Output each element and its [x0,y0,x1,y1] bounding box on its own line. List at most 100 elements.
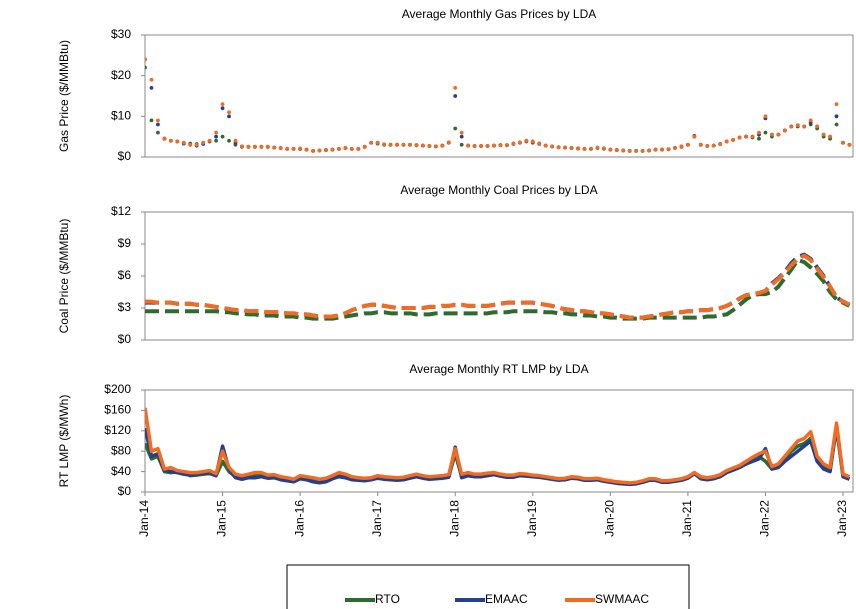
y-tick-label: $0 [118,484,132,498]
y-axis-label: Gas Price ($/MMBtu) [57,40,71,152]
data-point [421,143,425,148]
data-point [763,130,768,135]
data-point [685,142,690,147]
data-point [349,146,354,151]
y-tick-label: $9 [118,236,132,250]
data-point [479,144,483,148]
y-tick-label: $120 [104,423,131,437]
data-point [459,130,464,135]
data-point [576,146,580,151]
data-point [492,143,496,148]
data-point [194,142,199,147]
legend-label: EMAAC [485,592,528,606]
data-point [459,134,464,139]
data-point [362,144,367,149]
data-point [569,146,574,150]
chart-title: Average Monthly Coal Prices by LDA [400,183,597,197]
data-point [446,140,451,145]
y-tick-label: $6 [118,268,132,282]
data-point [168,138,173,143]
data-point [731,138,736,142]
data-point [285,146,290,151]
data-point [220,106,225,111]
data-point [272,145,277,150]
y-tick-label: $40 [111,464,131,478]
data-point [265,144,270,149]
data-point [776,132,781,137]
data-point [240,144,244,149]
data-point [252,144,257,149]
data-point [278,146,283,150]
y-tick-label: $80 [111,443,131,457]
data-point [757,130,761,135]
x-tick-label: Jan-22 [758,500,772,537]
data-point [601,146,606,151]
x-tick-label: Jan-15 [215,500,229,537]
data-point [795,123,800,128]
data-point [834,122,839,127]
data-point [375,140,380,145]
data-point [336,146,341,151]
data-point [563,145,567,150]
data-point [149,77,154,82]
data-point [550,144,555,149]
x-tick-label: Jan-23 [835,500,849,537]
data-point [757,136,761,141]
data-point [485,144,490,148]
x-tick-label: Jan-14 [137,500,151,537]
data-point [679,144,684,149]
data-point [524,138,529,143]
data-point [440,143,445,148]
data-point [227,138,231,143]
legend-label: SWMAAC [595,592,649,606]
data-point [517,140,522,145]
data-point [815,124,820,129]
data-point [220,134,225,139]
data-point [466,143,471,148]
data-point [673,146,677,150]
data-point [317,148,322,153]
data-point [543,143,548,148]
data-point [145,65,147,70]
data-point [291,146,296,151]
y-tick-label: $12 [111,204,131,218]
data-point [181,140,186,145]
data-point [214,134,218,139]
x-tick-label: Jan-19 [525,500,539,537]
x-tick-label: Jan-17 [370,500,384,537]
series-line [145,253,851,320]
data-point [214,138,218,143]
data-point [582,146,587,151]
data-point [214,130,218,135]
data-point [401,142,406,147]
y-tick-label: $0 [118,332,132,346]
data-point [453,126,458,131]
data-point [711,143,716,148]
data-point [770,132,774,137]
y-axis-label: RT LMP ($/MWh) [57,395,71,488]
data-point [388,142,393,147]
data-point [311,149,315,153]
data-point [647,148,652,153]
data-point [698,142,703,147]
data-point [453,85,458,90]
data-point [763,114,768,119]
data-point [821,132,826,137]
data-point [802,124,807,129]
data-point [660,147,664,152]
y-tick-label: $160 [104,403,131,417]
data-point [640,149,645,153]
data-point [498,143,503,148]
chart-title: Average Monthly RT LMP by LDA [409,362,588,376]
data-point [666,147,671,152]
series-line [145,258,851,321]
plot-frame [144,34,854,158]
chart-title: Average Monthly Gas Prices by LDA [402,7,597,21]
data-point [149,85,154,90]
data-point [246,144,251,149]
data-point [744,134,748,139]
legend-box [286,564,690,609]
data-point [408,142,412,147]
data-point [692,134,697,139]
